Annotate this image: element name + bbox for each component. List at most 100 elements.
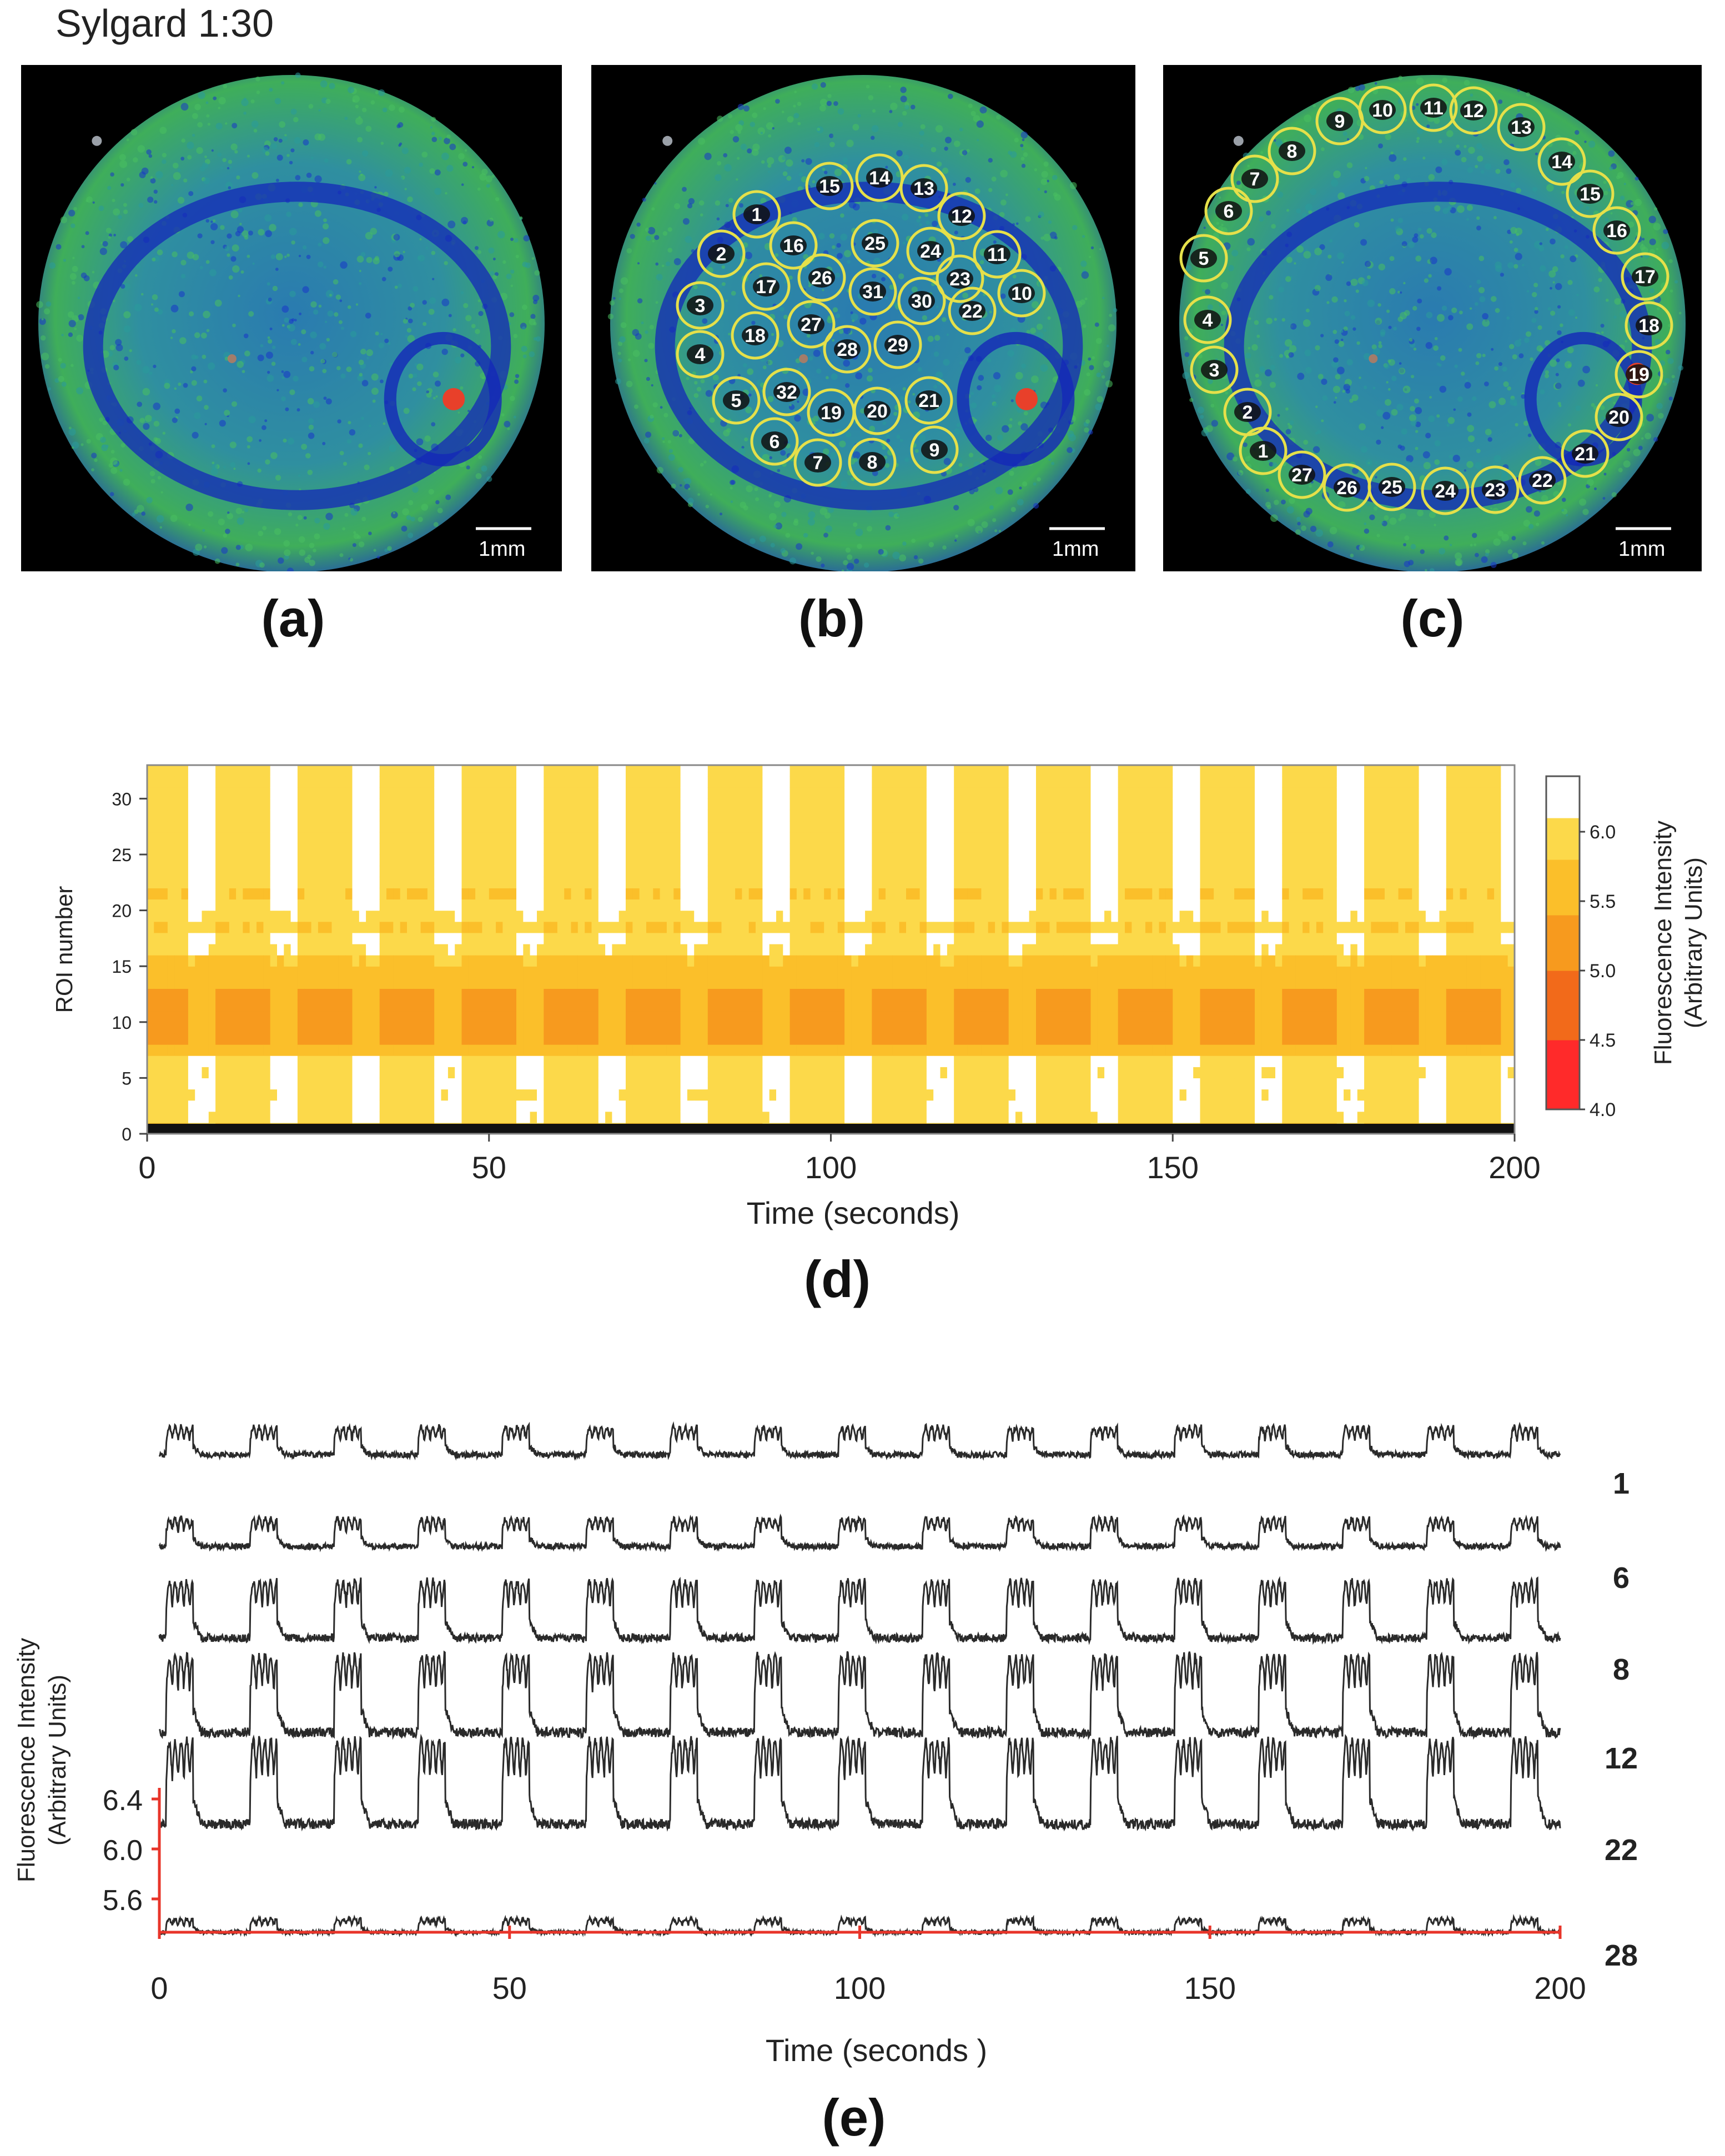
panel-label-c: (c) bbox=[1400, 589, 1465, 647]
artifact-dot bbox=[1369, 354, 1378, 363]
roi-label: 8 bbox=[867, 452, 878, 473]
roi-label: 15 bbox=[819, 176, 840, 197]
roi-circle: 24 bbox=[906, 227, 955, 275]
roi-circle: 10 bbox=[1358, 86, 1407, 134]
x-tick-label: 0 bbox=[138, 1150, 155, 1185]
trace-series bbox=[158, 1513, 1561, 1552]
roi-circle: 6 bbox=[750, 417, 799, 466]
roi-label: 21 bbox=[918, 390, 939, 411]
roi-label: 4 bbox=[695, 344, 706, 365]
roi-circle: 8 bbox=[848, 438, 897, 486]
roi-circle: 4 bbox=[1183, 295, 1232, 344]
roi-label: 22 bbox=[962, 301, 983, 322]
roi-label: 3 bbox=[695, 295, 706, 316]
roi-circle: 28 bbox=[823, 325, 872, 374]
roi-circle: 14 bbox=[1537, 137, 1586, 186]
x-tick-label: 100 bbox=[834, 1971, 886, 2006]
roi-label: 17 bbox=[1635, 267, 1656, 288]
roi-label: 27 bbox=[801, 314, 822, 335]
colorbar-tick-label: 5.0 bbox=[1590, 961, 1616, 982]
roi-label: 20 bbox=[867, 401, 888, 422]
y-tick-label: 25 bbox=[112, 845, 132, 865]
roi-label: 14 bbox=[1551, 152, 1572, 173]
roi-circle: 23 bbox=[936, 254, 984, 303]
x-tick-label: 50 bbox=[472, 1150, 506, 1185]
roi-label: 11 bbox=[1424, 98, 1444, 119]
y-tick-label: 15 bbox=[112, 957, 132, 977]
roi-circle: 19 bbox=[1615, 350, 1663, 399]
roi-circle: 24 bbox=[1421, 466, 1470, 515]
roi-circle: 17 bbox=[742, 262, 791, 311]
trace-label: 6 bbox=[1613, 1561, 1630, 1595]
roi-circle: 11 bbox=[973, 230, 1022, 279]
roi-circle: 15 bbox=[805, 162, 854, 210]
roi-label: 5 bbox=[1199, 248, 1209, 269]
roi-circle: 18 bbox=[731, 311, 779, 360]
roi-label: 19 bbox=[821, 403, 842, 424]
artifact-dot bbox=[662, 135, 673, 146]
roi-label: 19 bbox=[1628, 364, 1649, 385]
roi-label: 22 bbox=[1532, 470, 1553, 491]
roi-circle: 22 bbox=[948, 287, 997, 335]
roi-label: 17 bbox=[756, 277, 777, 298]
y-tick-label: 6.0 bbox=[103, 1835, 143, 1867]
roi-circle: 32 bbox=[762, 368, 811, 416]
artifact-dot bbox=[227, 354, 237, 363]
roi-label: 4 bbox=[1203, 310, 1213, 331]
roi-label: 16 bbox=[783, 235, 804, 257]
trace-label: 8 bbox=[1613, 1653, 1630, 1686]
roi-circle: 7 bbox=[793, 438, 842, 487]
roi-label: 25 bbox=[864, 233, 886, 254]
roi-circle: 2 bbox=[697, 229, 746, 278]
roi-label: 11 bbox=[987, 244, 1007, 265]
roi-circle: 22 bbox=[1518, 456, 1567, 505]
roi-label: 26 bbox=[811, 268, 832, 289]
colorbar-tick-label: 4.0 bbox=[1590, 1099, 1616, 1120]
roi-circle: 5 bbox=[1179, 234, 1228, 283]
roi-label: 1 bbox=[752, 204, 762, 225]
trace-series bbox=[158, 1733, 1561, 1832]
roi-circle: 26 bbox=[797, 253, 846, 302]
roi-circle: 11 bbox=[1409, 83, 1458, 132]
roi-label: 2 bbox=[1243, 402, 1253, 423]
colorbar-tick-label: 4.5 bbox=[1590, 1030, 1616, 1051]
x-tick-label: 200 bbox=[1488, 1150, 1540, 1185]
trace-line bbox=[158, 1576, 1561, 1645]
tail-structure bbox=[957, 331, 1075, 466]
traces-chart: 1 6 8 12 22 28 0 50 100 150 200 Time (seconds ) 6.4 6… bbox=[13, 1421, 1638, 2068]
roi-label: 16 bbox=[1606, 220, 1627, 242]
roi-circle: 8 bbox=[1268, 127, 1316, 175]
artifact-dot bbox=[799, 354, 808, 363]
trace-line bbox=[158, 1733, 1561, 1832]
colorbar-label: Fluorescence Intensity bbox=[1649, 821, 1677, 1065]
y-tick-label: 6.4 bbox=[103, 1785, 143, 1817]
x-tick-label: 100 bbox=[805, 1150, 857, 1185]
roi-circle: 4 bbox=[676, 330, 725, 379]
roi-circle: 25 bbox=[851, 219, 899, 268]
micrograph-c: 1mm 1 2 3 4 5 6 7 8 9 10 11 12 13 14 15 16 17 18 19 20 21 22 23… bbox=[1163, 65, 1702, 571]
roi-label: 9 bbox=[929, 440, 940, 461]
y-tick-label: 5.6 bbox=[103, 1884, 143, 1917]
roi-circle: 26 bbox=[1322, 463, 1371, 512]
roi-circle: 16 bbox=[1592, 206, 1641, 255]
roi-label: 18 bbox=[1638, 315, 1659, 336]
heatmap-cells bbox=[147, 765, 1515, 1134]
trace-label: 28 bbox=[1605, 1939, 1638, 1972]
roi-label: 30 bbox=[911, 291, 932, 312]
x-tick-label: 50 bbox=[492, 1971, 527, 2006]
roi-label: 18 bbox=[745, 325, 766, 346]
roi-label: 6 bbox=[1224, 201, 1234, 222]
micrograph-a: 1mm bbox=[21, 65, 562, 571]
roi-circle: 23 bbox=[1471, 465, 1520, 514]
roi-circle: 20 bbox=[853, 386, 902, 435]
x-tick-label: 150 bbox=[1184, 1971, 1236, 2006]
y-tick-label: 20 bbox=[112, 901, 132, 921]
roi-circle: 1 bbox=[732, 190, 781, 239]
roi-circle: 14 bbox=[855, 153, 904, 202]
roi-circle: 7 bbox=[1230, 154, 1279, 203]
trace-line bbox=[158, 1650, 1561, 1741]
roi-label: 12 bbox=[1463, 100, 1484, 122]
tail-structure bbox=[384, 331, 502, 466]
roi-circle: 31 bbox=[848, 267, 897, 316]
